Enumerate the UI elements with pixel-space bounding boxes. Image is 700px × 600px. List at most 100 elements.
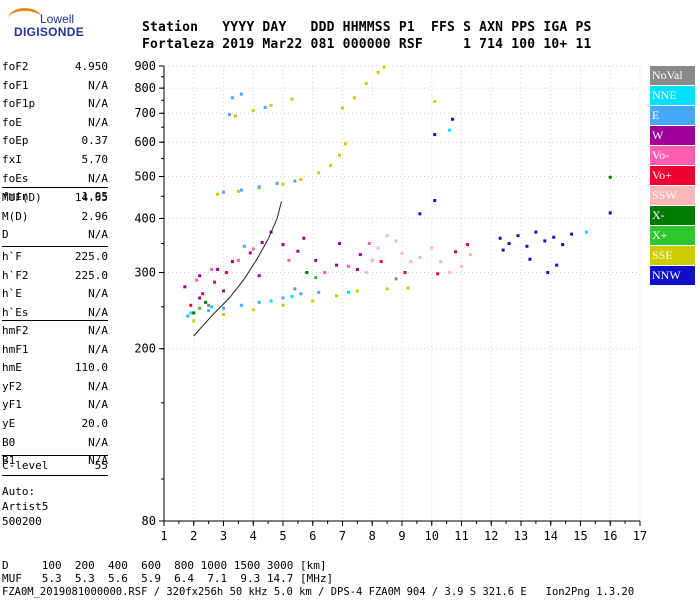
y-tick-label: 80: [142, 514, 156, 528]
data-point: [498, 236, 502, 240]
param-label: MUF(D): [2, 191, 42, 204]
data-point: [251, 247, 255, 251]
param-value: N/A: [88, 115, 108, 129]
param-value: 1.95: [81, 190, 109, 204]
data-point: [230, 260, 234, 264]
param-label: foEs: [2, 171, 29, 185]
x-tick-label: 1: [160, 529, 167, 543]
data-point: [189, 311, 193, 315]
param-label: h`Es: [2, 305, 29, 319]
legend-item: NNE: [650, 85, 695, 106]
data-point: [201, 292, 205, 296]
data-point: [186, 314, 190, 318]
data-point: [192, 319, 196, 323]
data-point: [239, 303, 243, 307]
data-point: [222, 289, 225, 293]
param-row: yE 20.0: [2, 415, 108, 434]
data-point: [534, 230, 538, 234]
data-point: [216, 267, 220, 271]
param-label: B0: [2, 435, 16, 449]
data-point: [230, 96, 234, 100]
x-tick-label: 16: [603, 529, 617, 543]
data-point: [207, 303, 211, 307]
data-point: [448, 128, 452, 132]
data-point: [376, 70, 380, 74]
param-label: C-level: [2, 459, 49, 472]
param-row: foE N/A: [2, 114, 108, 133]
data-point: [222, 190, 225, 194]
y-tick-label: 900: [134, 59, 156, 73]
data-point: [281, 303, 285, 307]
data-point: [608, 211, 612, 215]
data-point: [507, 242, 511, 246]
footer-distance: D 100 200 400 600 800 1000 1500 3000 [km…: [2, 559, 327, 572]
param-label: h`F: [2, 250, 22, 263]
data-point: [251, 308, 255, 312]
param-label: foF2: [2, 60, 29, 73]
data-point: [370, 258, 374, 262]
param-separator: [2, 320, 108, 321]
data-point: [293, 179, 297, 183]
data-point: [269, 299, 273, 303]
data-point: [451, 117, 455, 121]
data-point: [346, 264, 350, 268]
auto-label: Auto:: [2, 485, 36, 498]
data-point: [248, 251, 252, 255]
data-point: [317, 171, 321, 175]
legend-item: W: [650, 125, 695, 146]
data-point: [236, 189, 240, 193]
param-value: N/A: [88, 228, 108, 242]
x-tick-label: 14: [544, 529, 558, 543]
data-point: [570, 232, 574, 236]
data-point: [525, 244, 529, 248]
param-value: 5.70: [81, 152, 109, 166]
param-label: M(D): [2, 209, 29, 223]
data-point: [584, 230, 588, 234]
param-group1: foF2 4.950 foF1 N/A foF1p N/A foE N/A foEp 0.37 fx…: [2, 58, 108, 207]
x-tick-label: 7: [339, 529, 346, 543]
data-point: [546, 271, 550, 275]
param-row: B1 N/A: [2, 452, 108, 471]
x-tick-label: 8: [369, 529, 376, 543]
param-label: hmF2: [2, 324, 29, 337]
auto-scaling-info: Auto: Artist5 500200: [2, 484, 48, 529]
param-row: h`F2 225.0: [2, 267, 108, 286]
legend-item: X-: [650, 205, 695, 226]
data-point: [311, 299, 315, 303]
param-value: N/A: [88, 398, 108, 412]
data-point: [302, 236, 306, 240]
data-point: [204, 300, 208, 304]
auto-artist: Artist5: [2, 500, 49, 513]
param-value: 2.96: [81, 209, 109, 223]
data-point: [528, 257, 532, 261]
y-tick-label: 400: [134, 211, 156, 225]
data-point: [355, 289, 359, 293]
param-row: h`F 225.0: [2, 248, 108, 267]
param-row: foEp 0.37: [2, 132, 108, 151]
data-point: [227, 113, 231, 117]
data-point: [314, 258, 318, 262]
param-value: 4.950: [74, 60, 108, 73]
grid: [163, 65, 641, 522]
data-point: [409, 260, 413, 264]
legend: NoVal NNE E W Vo- Vo+ SSW X- X+ SSE NNW: [650, 66, 695, 286]
param-separator: [2, 455, 108, 456]
param-row: B0 N/A: [2, 434, 108, 453]
param-value: N/A: [88, 305, 108, 319]
data-point: [501, 248, 505, 252]
param-label: foE: [2, 115, 22, 129]
data-point: [296, 249, 300, 253]
trace-line: [193, 201, 282, 337]
x-tick-label: 6: [309, 529, 316, 543]
data-point: [418, 255, 422, 259]
param-separator: [2, 187, 108, 188]
param-label: yF1: [2, 398, 22, 412]
data-point: [314, 276, 318, 280]
logo-line2: DIGISONDE: [14, 25, 85, 39]
legend-item: SSE: [650, 245, 695, 266]
data-point: [216, 192, 220, 196]
data-point: [358, 253, 362, 257]
data-point: [290, 295, 294, 299]
param-value: 0.37: [81, 134, 109, 148]
x-tick-label: 12: [484, 529, 498, 543]
